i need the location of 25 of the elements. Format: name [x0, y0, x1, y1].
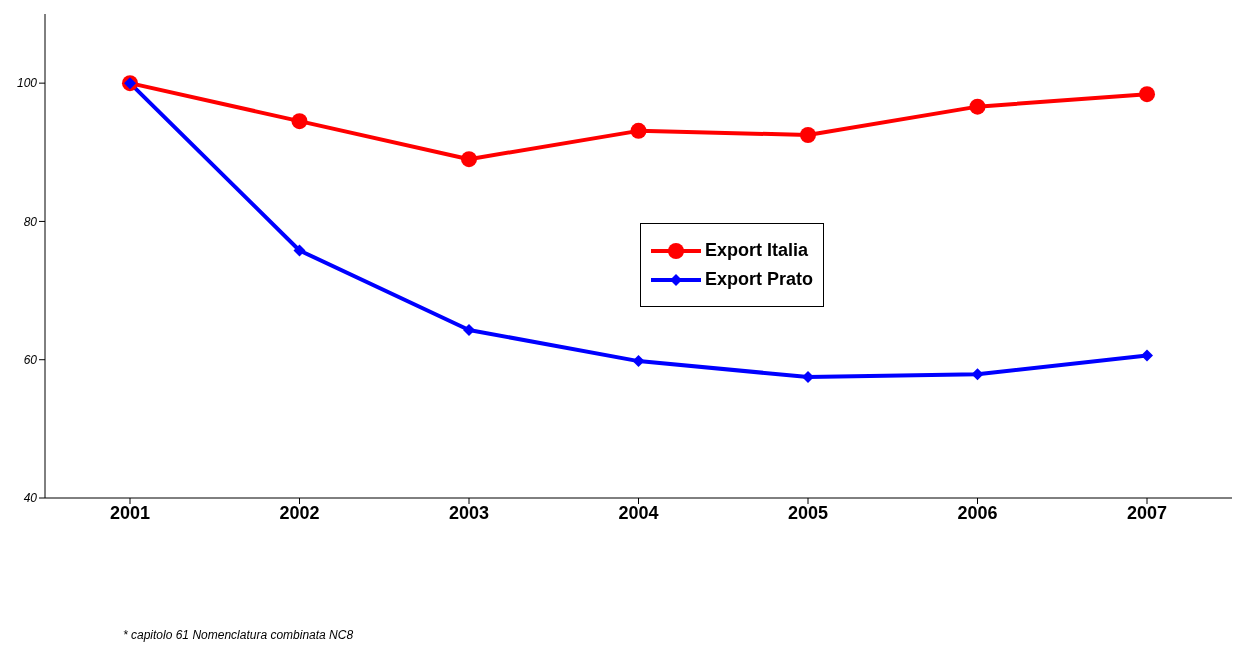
text: * capitolo 61 Nomenclatura combinata NC8 — [123, 628, 355, 642]
x-tick-label: 2004 — [618, 502, 659, 523]
y-tick-label: 60 — [23, 352, 38, 367]
y-tick-label: 40 — [23, 491, 38, 506]
x-tick-label: 2007 — [1126, 502, 1168, 523]
x-tick-label: 2001 — [109, 502, 151, 523]
point — [802, 371, 814, 383]
x-tick-label: 2002 — [279, 502, 320, 523]
point — [800, 127, 816, 143]
point — [293, 244, 306, 257]
point — [1139, 86, 1155, 103]
y-tick-label: 100 — [16, 76, 38, 91]
point — [291, 113, 308, 130]
legend-label: Export Prato — [705, 269, 814, 290]
point — [969, 98, 986, 115]
point — [1141, 349, 1153, 362]
point — [630, 122, 647, 139]
point — [632, 355, 645, 368]
x-tick-label: 2005 — [787, 502, 829, 523]
point — [463, 323, 475, 336]
x-tick-label: 2003 — [448, 502, 490, 523]
y-tick-label: 80 — [23, 214, 38, 229]
x-tick-label: 2006 — [957, 502, 998, 523]
legend-label: Export Italia — [705, 240, 809, 261]
point — [461, 151, 477, 168]
